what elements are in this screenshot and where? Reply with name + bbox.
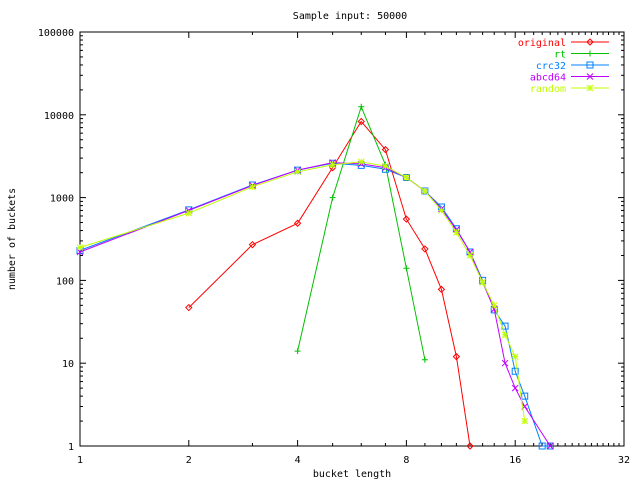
series-random <box>76 158 529 425</box>
x-tick-label: 16 <box>509 455 521 466</box>
data-point-crc32 <box>538 442 546 450</box>
x-tick-label: 4 <box>295 455 301 466</box>
data-point-random <box>453 229 460 236</box>
series-abcd64 <box>76 159 554 450</box>
data-point-abcd64 <box>511 384 519 392</box>
series-line-original <box>188 120 471 447</box>
data-point-random <box>76 244 84 251</box>
legend-marker-random <box>586 84 594 92</box>
series-line-crc32 <box>79 162 551 447</box>
data-point-abcd64 <box>546 442 554 450</box>
data-point-random <box>501 331 509 339</box>
y-tick-label: 100000 <box>38 28 74 39</box>
y-axis-label: number of buckets <box>7 188 18 290</box>
data-point-random <box>421 187 429 195</box>
series-original <box>185 117 474 450</box>
data-point-random <box>185 209 193 217</box>
y-tick-label: 10 <box>62 359 74 370</box>
data-point-original <box>381 145 390 154</box>
data-point-random <box>438 207 445 214</box>
chart-title: Sample input: 50000 <box>293 11 407 22</box>
x-tick-label: 32 <box>618 455 630 466</box>
y-tick-label: 10000 <box>44 111 74 122</box>
data-point-random <box>382 162 389 170</box>
data-point-random <box>403 174 410 181</box>
series-line-random <box>79 161 526 422</box>
data-point-random <box>479 278 486 286</box>
data-point-random <box>490 301 498 309</box>
data-point-random <box>521 417 529 425</box>
x-tick-label: 2 <box>186 455 192 466</box>
y-tick-label: 1 <box>68 442 74 453</box>
y-tick-label: 100 <box>56 276 74 287</box>
data-point-random <box>329 161 336 169</box>
data-point-random <box>511 353 519 360</box>
data-point-rt <box>294 348 301 355</box>
data-point-random <box>249 183 256 191</box>
data-point-random <box>294 168 301 176</box>
data-point-rt <box>329 194 336 201</box>
series-line-abcd64 <box>79 162 551 447</box>
data-point-crc32 <box>546 442 554 450</box>
data-point-random <box>466 252 474 259</box>
data-point-original <box>402 215 411 223</box>
legend-label-abcd64: abcd64 <box>530 73 566 84</box>
data-point-original <box>437 285 446 294</box>
y-tick-label: 1000 <box>50 194 74 205</box>
data-point-original <box>452 352 461 361</box>
data-point-rt <box>358 103 365 110</box>
data-point-crc32 <box>479 276 487 284</box>
data-point-random <box>357 158 365 166</box>
legend-label-rt: rt <box>554 50 566 61</box>
data-point-rt <box>421 356 428 363</box>
legend-marker-original <box>586 38 594 46</box>
legend-label-random: random <box>530 84 566 95</box>
data-point-original <box>293 219 302 227</box>
legend-marker-crc32 <box>586 61 594 69</box>
series-layer <box>76 103 554 450</box>
data-point-original <box>421 245 429 253</box>
legend-marker-abcd64 <box>586 73 594 80</box>
series-crc32 <box>76 159 554 450</box>
legend-marker-rt <box>587 50 593 57</box>
data-point-crc32 <box>521 392 529 400</box>
data-point-rt <box>403 265 410 272</box>
x-tick-label: 8 <box>403 455 409 466</box>
legend-label-crc32: crc32 <box>536 61 566 72</box>
series-rt <box>294 103 428 363</box>
data-point-original <box>466 442 474 450</box>
plot-area <box>79 31 625 447</box>
data-point-abcd64 <box>501 359 509 367</box>
x-tick-label: 1 <box>77 455 83 466</box>
x-axis-label: bucket length <box>313 469 391 480</box>
data-point-original <box>185 303 193 312</box>
data-point-original <box>357 117 365 126</box>
legend-label-original: original <box>518 38 566 49</box>
data-point-original <box>248 240 257 249</box>
series-line-rt <box>297 105 426 360</box>
